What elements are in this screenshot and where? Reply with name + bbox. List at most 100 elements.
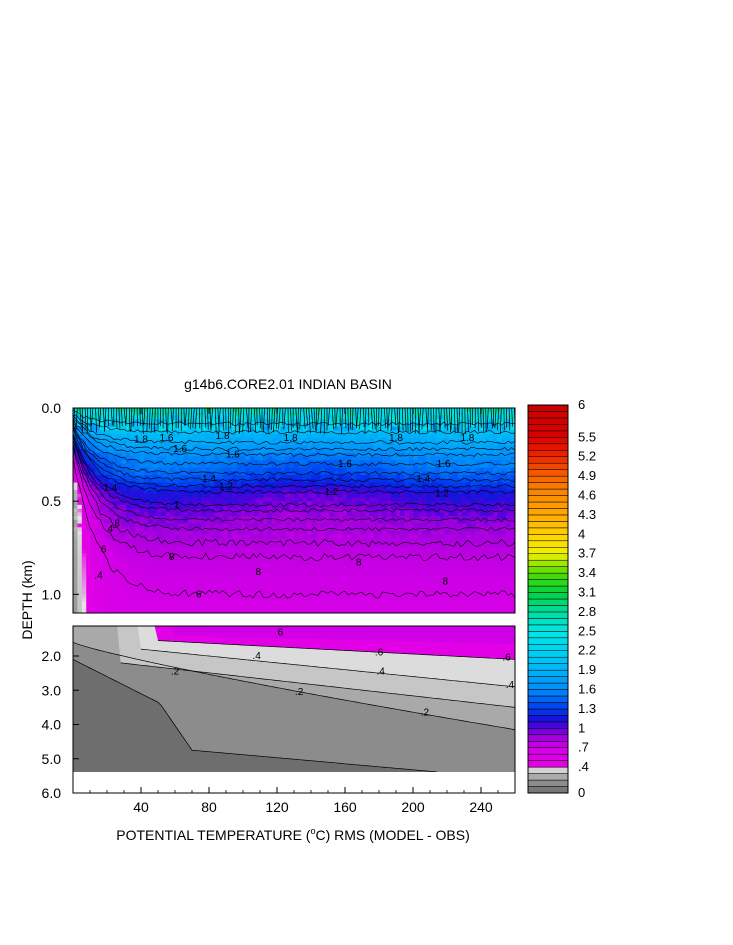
upper-field-cell <box>360 516 366 521</box>
upper-field-cell <box>227 516 233 521</box>
upper-field-cell <box>400 437 406 443</box>
upper-field-cell <box>205 553 211 558</box>
upper-field-cell <box>165 523 171 528</box>
upper-field-cell <box>413 497 419 502</box>
upper-field-cell <box>249 408 255 413</box>
upper-field-cell <box>426 553 432 558</box>
upper-field-cell <box>377 601 383 607</box>
upper-field-cell <box>422 538 428 543</box>
upper-field-cell <box>99 445 105 450</box>
upper-field-cell <box>108 519 114 525</box>
upper-field-cell <box>285 475 291 480</box>
upper-field-cell <box>351 475 357 480</box>
upper-field-cell <box>254 449 260 454</box>
upper-field-cell <box>156 549 162 554</box>
upper-field-cell <box>395 549 401 554</box>
upper-field-cell <box>267 456 273 461</box>
upper-field-cell <box>183 504 189 510</box>
upper-field-cell <box>377 463 383 469</box>
upper-field-cell <box>457 434 463 439</box>
upper-field-cell <box>192 531 198 536</box>
upper-field-cell <box>316 557 322 562</box>
upper-field-cell <box>90 601 96 607</box>
upper-field-cell <box>103 594 109 599</box>
upper-field-cell <box>408 549 414 554</box>
upper-field-cell <box>165 434 171 439</box>
upper-field-cell <box>355 475 361 480</box>
upper-field-cell <box>391 557 397 562</box>
upper-field-cell <box>121 586 127 592</box>
upper-field-cell <box>112 583 118 588</box>
upper-field-cell <box>205 598 211 603</box>
upper-field-cell <box>254 534 260 540</box>
upper-field-cell <box>439 609 445 613</box>
upper-field-cell <box>316 564 322 569</box>
upper-field-cell <box>470 449 476 454</box>
upper-field-cell <box>369 609 375 613</box>
upper-field-cell <box>470 545 476 551</box>
upper-field-cell <box>355 534 361 540</box>
upper-field-cell <box>90 579 96 584</box>
upper-field-cell <box>192 486 198 491</box>
upper-field-cell <box>329 475 335 480</box>
upper-field-cell <box>214 504 220 510</box>
upper-field-cell <box>192 609 198 613</box>
upper-field-cell <box>302 452 308 458</box>
upper-field-cell <box>382 501 388 506</box>
upper-field-cell <box>117 568 123 573</box>
upper-field-cell <box>453 609 459 613</box>
upper-field-cell <box>161 501 167 506</box>
upper-field-cell <box>271 437 277 443</box>
upper-field-cell <box>161 508 167 513</box>
upper-field-cell <box>227 609 233 613</box>
upper-field-cell <box>391 493 397 499</box>
upper-field-cell <box>453 549 459 554</box>
upper-field-cell <box>174 586 180 592</box>
upper-field-cell <box>338 534 344 540</box>
upper-field-cell <box>143 456 149 461</box>
upper-field-cell <box>413 519 419 525</box>
upper-field-cell <box>285 553 291 558</box>
upper-field-cell <box>373 415 379 420</box>
upper-field-cell <box>453 456 459 461</box>
upper-field-cell <box>192 534 198 540</box>
upper-field-cell <box>280 590 286 595</box>
upper-field-cell <box>395 512 401 517</box>
upper-field-cell <box>218 430 224 435</box>
upper-field-cell <box>108 572 114 577</box>
upper-field-cell <box>263 553 269 558</box>
upper-field-cell <box>360 475 366 480</box>
upper-field-cell <box>386 426 392 431</box>
upper-field-cell <box>426 497 432 502</box>
upper-field-cell <box>95 408 101 413</box>
upper-field-cell <box>267 415 273 420</box>
upper-field-cell <box>77 504 83 510</box>
upper-field-cell <box>400 575 406 581</box>
upper-field-cell <box>470 430 476 435</box>
upper-field-cell <box>311 441 317 446</box>
upper-field-cell <box>355 471 361 476</box>
upper-field-cell <box>192 411 198 417</box>
upper-field-cell <box>320 545 326 551</box>
upper-field-cell <box>126 586 132 592</box>
upper-field-cell <box>156 419 162 424</box>
upper-field-cell <box>77 549 83 554</box>
upper-field-cell <box>369 471 375 476</box>
upper-field-cell <box>205 523 211 528</box>
upper-field-cell <box>258 437 264 443</box>
upper-field-cell <box>329 445 335 450</box>
upper-field-cell <box>134 460 140 465</box>
upper-field-cell <box>426 534 432 540</box>
upper-field-cell <box>333 456 339 461</box>
upper-field-cell <box>187 449 193 454</box>
upper-field-cell <box>210 419 216 424</box>
upper-field-cell <box>152 564 158 569</box>
upper-field-cell <box>320 519 326 525</box>
upper-field-cell <box>457 516 463 521</box>
upper-field-cell <box>263 475 269 480</box>
upper-field-cell <box>391 601 397 607</box>
upper-field-cell <box>201 441 207 446</box>
upper-field-cell <box>117 460 123 465</box>
upper-field-cell <box>218 564 224 569</box>
upper-field-cell <box>360 471 366 476</box>
